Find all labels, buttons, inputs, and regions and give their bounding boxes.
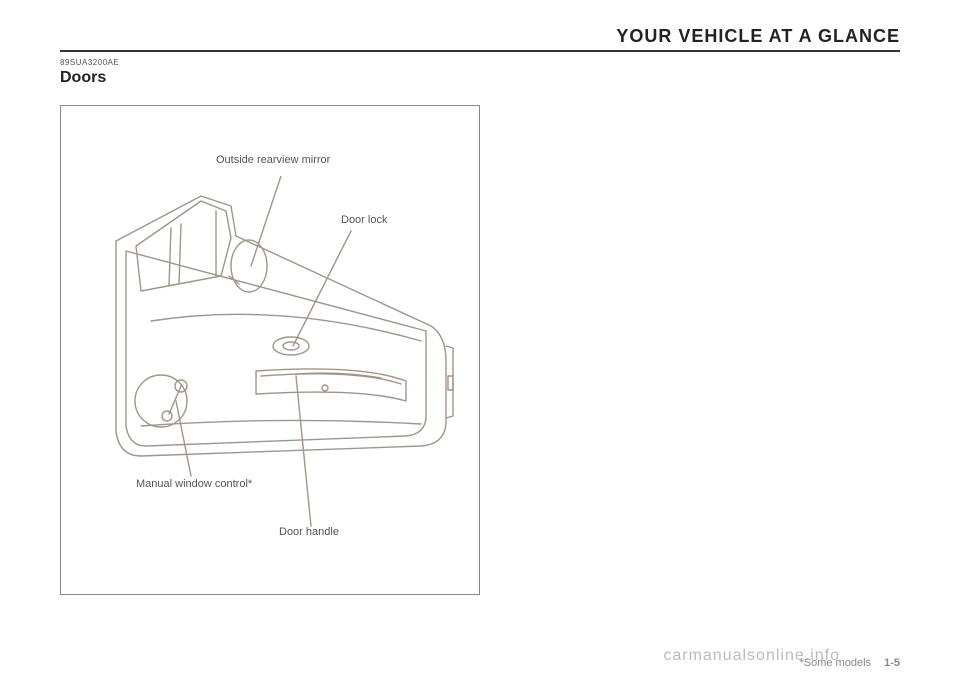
footer-note: *Some models [799, 657, 871, 669]
page-footer: *Some models 1-5 [799, 657, 900, 669]
diagram-container: Outside rearview mirror Door lock Manual… [60, 105, 480, 595]
page-header-title: YOUR VEHICLE AT A GLANCE [616, 26, 900, 47]
section-title: Doors [60, 69, 900, 87]
door-diagram-svg [81, 176, 461, 536]
label-mirror: Outside rearview mirror [216, 154, 330, 166]
header-rule: YOUR VEHICLE AT A GLANCE [60, 50, 900, 52]
section-code: 89SUA3200AE [60, 58, 900, 67]
manual-page: YOUR VEHICLE AT A GLANCE 89SUA3200AE Doo… [0, 0, 960, 687]
page-number: 1-5 [884, 657, 900, 669]
